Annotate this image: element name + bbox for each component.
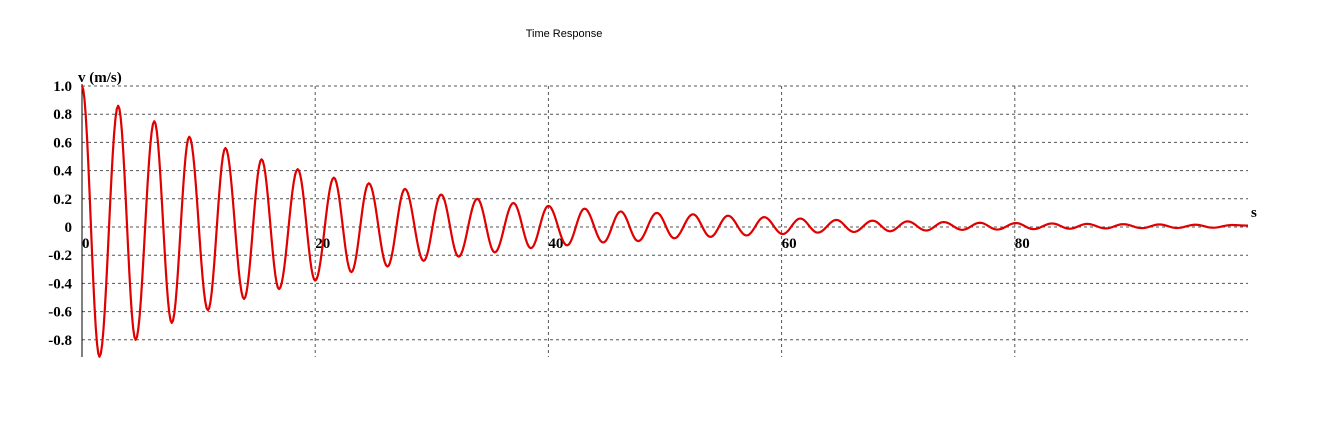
x-tick-label: 80 [1015,236,1030,252]
y-tick-label: 0.8 [53,107,72,123]
x-tick-label: 0 [82,236,90,252]
y-tick-label: 0.2 [53,192,72,208]
y-tick-label: -0.8 [48,333,72,349]
x-tick-label: 60 [782,236,797,252]
y-tick-label: 0 [65,220,73,236]
y-tick-label: -0.2 [48,248,72,264]
x-axis-label: s [1251,205,1257,221]
y-tick-label: 1.0 [53,79,72,95]
chart-title: Time Response [526,28,603,40]
series-layer [80,85,1249,358]
series-line [80,85,1249,358]
y-axis-label: v (m/s) [78,70,122,86]
y-tick-label: 0.6 [53,135,72,151]
y-tick-label: 0.4 [53,164,72,180]
y-tick-label: -0.4 [48,276,72,292]
grid-layer [82,85,1248,357]
x-tick-label: 40 [548,236,563,252]
tick-labels: 1.00.80.60.40.20-0.2-0.4-0.6-0.80 20 40 60 8… [48,79,1030,349]
y-tick-label: -0.6 [48,305,72,321]
